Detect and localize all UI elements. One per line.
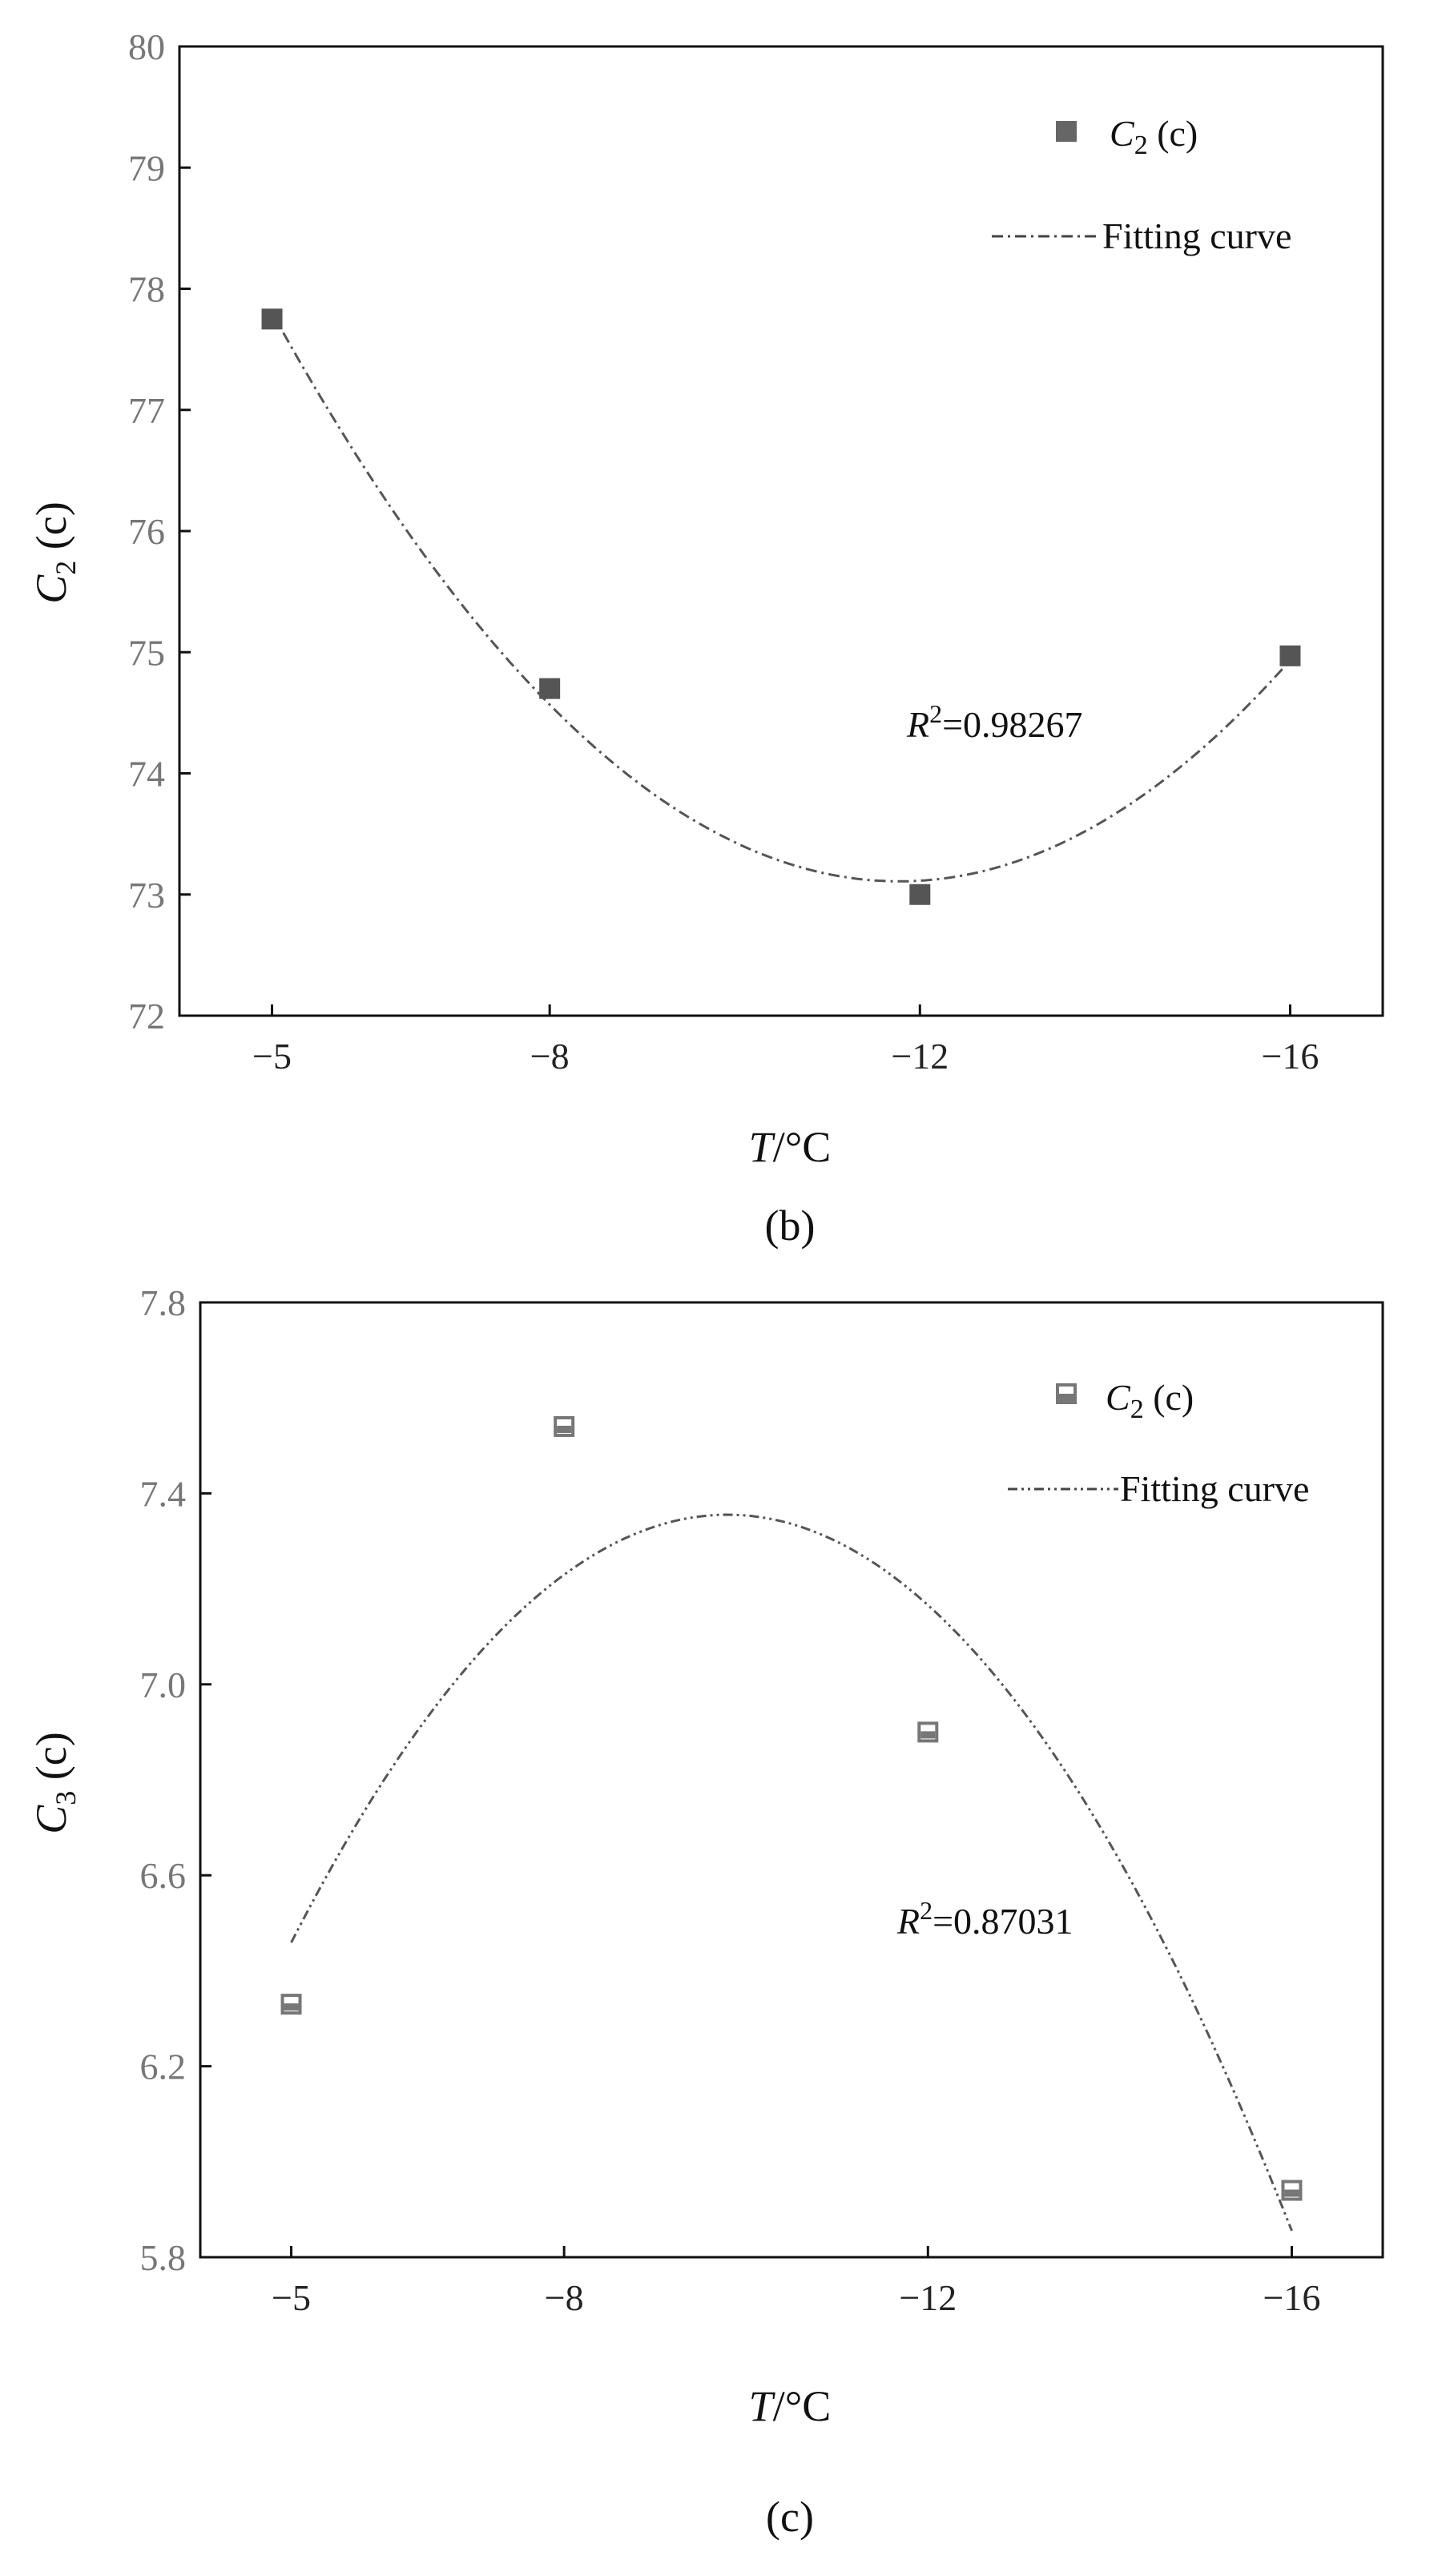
y-tick-label: 6.6: [140, 1855, 187, 1896]
svg-text:T/°C: T/°C: [749, 1123, 832, 1171]
y-label-tail: (c): [27, 501, 75, 560]
legend-marker-main: C: [1110, 113, 1135, 154]
legend-marker-entry: C2 (c): [1056, 1377, 1194, 1424]
legend-fit-label: Fitting curve: [1102, 215, 1291, 256]
y-tick-label: 5.8: [140, 2237, 187, 2278]
chart-panel-b: C2 (c) T/°C (b) C2 (c) Fitting curve R2=…: [27, 26, 1384, 1250]
legend: C2 (c) Fitting curve: [992, 113, 1291, 256]
r2-annotation: R2=0.87031: [896, 1896, 1073, 1942]
panel-label: (c): [766, 2493, 814, 2541]
y-tick-label: 78: [128, 269, 165, 310]
svg-text:C3 (c): C3 (c): [27, 1732, 82, 1833]
data-point: [917, 1721, 939, 1743]
legend: C2 (c) Fitting curve: [1008, 1377, 1309, 1509]
y-label-main: C: [27, 1805, 75, 1834]
data-point: [1281, 2180, 1303, 2201]
x-label-unit: /°C: [773, 1123, 832, 1171]
plot-frame: [199, 1301, 1384, 2259]
svg-text:C2 (c): C2 (c): [1106, 1377, 1194, 1424]
y-axis-label: C3 (c): [27, 1732, 82, 1833]
x-tick-label: −8: [545, 2277, 584, 2318]
x-tick-label: −12: [899, 2277, 957, 2318]
r2-annotation: R2=0.98267: [906, 699, 1083, 745]
y-tick-label: 74: [128, 754, 165, 795]
data-point: [539, 678, 561, 699]
x-axis-label: T/°C: [749, 1123, 832, 1171]
y-tick-label: 7.8: [140, 1282, 187, 1323]
legend-marker-sub: 2: [1134, 131, 1148, 160]
plot-frame: [178, 45, 1384, 1017]
legend-marker-tail: (c): [1144, 1377, 1194, 1418]
x-label-var: T: [749, 2382, 776, 2430]
legend-marker-main: C: [1106, 1377, 1131, 1418]
panel-label: (b): [765, 1201, 816, 1250]
legend-marker-sub: 2: [1130, 1395, 1144, 1424]
data-point: [909, 883, 931, 905]
y-label-main: C: [27, 574, 75, 604]
fitting-curve: [290, 1513, 1293, 2232]
svg-text:C2 (c): C2 (c): [1110, 113, 1198, 160]
legend-marker-swatch: [1056, 121, 1077, 142]
data-point: [261, 308, 283, 330]
legend-fit-entry: Fitting curve: [1008, 1468, 1309, 1509]
chart-panel-c: C3 (c) T/°C (c) C2 (c) Fitting curve R2=…: [27, 1282, 1384, 2541]
x-tick-label: −5: [252, 1036, 292, 1077]
x-tick-label: −8: [530, 1036, 570, 1077]
legend-marker-tail: (c): [1148, 113, 1198, 154]
y-tick-label: 79: [128, 147, 165, 188]
y-tick-label: 73: [128, 875, 165, 916]
y-tick-label: 7.0: [140, 1664, 187, 1705]
x-tick-label: −12: [891, 1036, 949, 1077]
x-tick-label: −16: [1263, 2277, 1320, 2318]
data-point: [554, 1415, 575, 1437]
legend-fit-label: Fitting curve: [1120, 1468, 1309, 1509]
data-point: [280, 1994, 302, 2015]
y-tick-label: 77: [128, 390, 165, 431]
y-tick-label: 80: [128, 26, 165, 67]
y-tick-label: 6.2: [140, 2047, 187, 2087]
y-tick-label: 75: [128, 632, 165, 673]
x-tick-label: −16: [1261, 1036, 1319, 1077]
y-axis-label: C2 (c): [27, 501, 82, 603]
y-tick-label: 72: [128, 996, 165, 1036]
y-tick-label: 76: [128, 511, 165, 552]
x-label-unit: /°C: [773, 2382, 832, 2430]
svg-text:C2 (c): C2 (c): [27, 501, 82, 603]
fitting-curve: [271, 312, 1291, 883]
x-axis-label: T/°C: [749, 2382, 832, 2430]
svg-text:T/°C: T/°C: [749, 2382, 832, 2430]
legend-fit-entry: Fitting curve: [992, 215, 1291, 256]
x-tick-label: −5: [272, 2277, 311, 2318]
data-point: [1279, 645, 1301, 666]
y-label-tail: (c): [27, 1732, 75, 1790]
y-label-sub: 3: [50, 1791, 82, 1805]
x-label-var: T: [749, 1123, 776, 1171]
y-label-sub: 2: [50, 561, 82, 575]
legend-marker-entry: C2 (c): [1056, 113, 1198, 160]
y-tick-label: 7.4: [140, 1473, 187, 1514]
